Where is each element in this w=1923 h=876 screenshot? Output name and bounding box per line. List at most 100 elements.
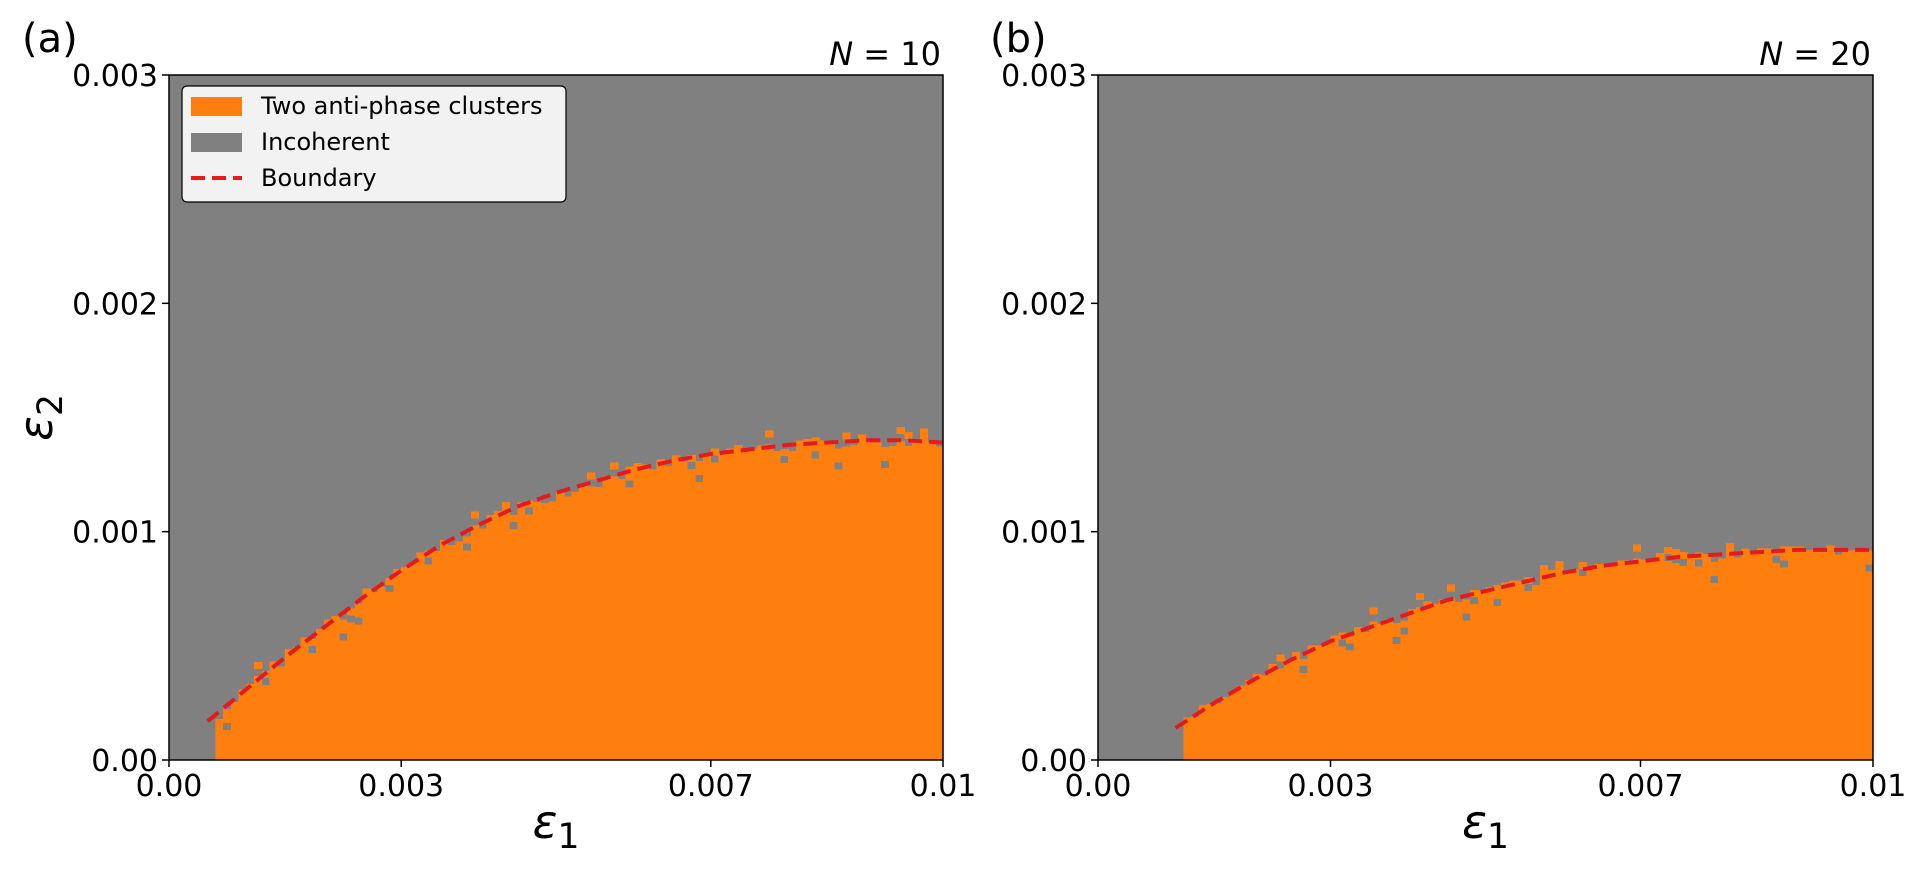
- heatmap-cell: [1710, 575, 1719, 583]
- heatmap-cell: [1477, 590, 1487, 760]
- heatmap-cell: [842, 432, 851, 440]
- heatmap-cell: [354, 617, 364, 625]
- heatmap-cell: [1291, 652, 1301, 760]
- heatmap-cell: [648, 469, 658, 760]
- heatmap-cell: [718, 453, 727, 760]
- heatmap-cell: [548, 501, 557, 760]
- heatmap-cell: [1183, 717, 1192, 760]
- heatmap-cell: [401, 566, 410, 760]
- heatmap-cell: [1532, 584, 1541, 760]
- heatmap-cell: [1369, 607, 1378, 615]
- heatmap-cell: [1237, 685, 1246, 760]
- heatmap-cell: [1733, 557, 1742, 760]
- heatmap-cell: [687, 461, 696, 469]
- heatmap-cell: [850, 445, 859, 760]
- heatmap-cell: [726, 448, 735, 760]
- heatmap-cell: [501, 502, 511, 510]
- y-tick-label: 0.001: [1001, 516, 1087, 551]
- heatmap-cell: [347, 608, 356, 760]
- heatmap-cell: [1749, 553, 1758, 760]
- heatmap-cell: [1764, 548, 1773, 760]
- y-axis-label: ε2: [9, 394, 71, 441]
- heatmap-cell: [888, 445, 898, 760]
- heatmap-cell: [703, 453, 712, 760]
- heatmap-cell: [656, 459, 665, 760]
- heatmap-cell: [734, 444, 743, 452]
- heatmap-cell: [1377, 630, 1386, 760]
- heatmap-cell: [1307, 645, 1316, 760]
- heatmap-cell: [1462, 599, 1471, 760]
- heatmap-cell: [377, 587, 387, 760]
- x-tick-label: 0.01: [1840, 769, 1907, 804]
- heatmap-cell: [617, 479, 627, 760]
- heatmap-cell: [238, 689, 247, 760]
- heatmap-cell: [1578, 562, 1587, 570]
- heatmap-cell: [1803, 556, 1812, 760]
- heatmap-cell: [1229, 691, 1239, 760]
- heatmap-cell: [269, 661, 278, 760]
- heatmap-cell: [1470, 590, 1479, 760]
- heatmap-cell: [788, 451, 797, 760]
- heatmap-cell: [826, 449, 836, 760]
- heatmap-cell: [803, 438, 813, 760]
- heatmap-cell: [842, 446, 851, 760]
- heatmap-cell: [1617, 560, 1626, 760]
- heatmap-cell: [1346, 636, 1355, 760]
- x-tick-label: 0.01: [910, 769, 977, 804]
- heatmap-cell: [1640, 559, 1649, 760]
- y-tick-label: 0.001: [72, 516, 158, 551]
- heatmap-cell: [834, 462, 843, 470]
- heatmap-cell: [486, 514, 495, 760]
- heatmap-cell: [586, 472, 596, 480]
- heatmap-cell: [602, 475, 611, 760]
- heatmap-cell: [1570, 569, 1580, 577]
- heatmap-cell: [1516, 580, 1525, 760]
- y-tick-label: 0.00: [1020, 744, 1087, 779]
- heatmap-cell: [1687, 558, 1696, 760]
- heatmap-cell: [424, 557, 433, 565]
- heatmap-cell: [393, 568, 402, 760]
- heatmap-cell: [292, 647, 302, 760]
- heatmap-cell: [1353, 626, 1363, 760]
- heatmap-cell: [285, 649, 294, 760]
- heatmap-cell: [1408, 608, 1417, 760]
- heatmap-cell: [710, 448, 720, 760]
- x-tick-label: 0.003: [358, 769, 444, 804]
- legend-label: Two anti-phase clusters: [260, 92, 542, 120]
- heatmap-cell: [1400, 620, 1409, 760]
- heatmap-cell: [470, 511, 480, 519]
- heatmap-cell: [1756, 548, 1766, 760]
- y-tick-label: 0.00: [91, 744, 158, 779]
- heatmap-cell: [1431, 603, 1440, 760]
- heatmap-cell: [625, 480, 634, 488]
- heatmap-cell: [1547, 570, 1556, 760]
- heatmap-cell: [1563, 573, 1572, 760]
- heatmap-cell: [1609, 563, 1618, 760]
- panel-b: 0.00 0.003 0.007 0.010.000.0010.0020.003(b)…: [990, 16, 1906, 857]
- heatmap-cell: [1462, 613, 1471, 621]
- heatmap-cell: [1578, 576, 1587, 760]
- heatmap-cell: [1632, 544, 1642, 552]
- heatmap-cell: [1415, 607, 1425, 760]
- heatmap-cell: [904, 445, 913, 760]
- heatmap-cell: [385, 584, 395, 592]
- boundary-line: [1174, 547, 1873, 730]
- heatmap-cell: [509, 521, 518, 529]
- heatmap-cell: [215, 719, 224, 760]
- heatmap-cell: [919, 435, 929, 760]
- heatmap-cell: [1423, 601, 1432, 760]
- x-tick-label: 0.00: [136, 769, 203, 804]
- heatmap-cell: [478, 528, 487, 760]
- heatmap-cell: [1446, 584, 1456, 592]
- heatmap-cell: [1400, 627, 1409, 635]
- heatmap-cell: [1260, 675, 1270, 760]
- heatmap-cell: [772, 451, 782, 760]
- heatmap-cell: [1811, 549, 1820, 760]
- heatmap-cell: [734, 451, 743, 760]
- heatmap-cell: [230, 701, 240, 760]
- heatmap-cell: [935, 446, 944, 760]
- heatmap-cell: [757, 445, 766, 760]
- heatmap-cell: [1555, 568, 1564, 760]
- heatmap-cell: [261, 678, 271, 686]
- heatmap-cell: [277, 666, 286, 760]
